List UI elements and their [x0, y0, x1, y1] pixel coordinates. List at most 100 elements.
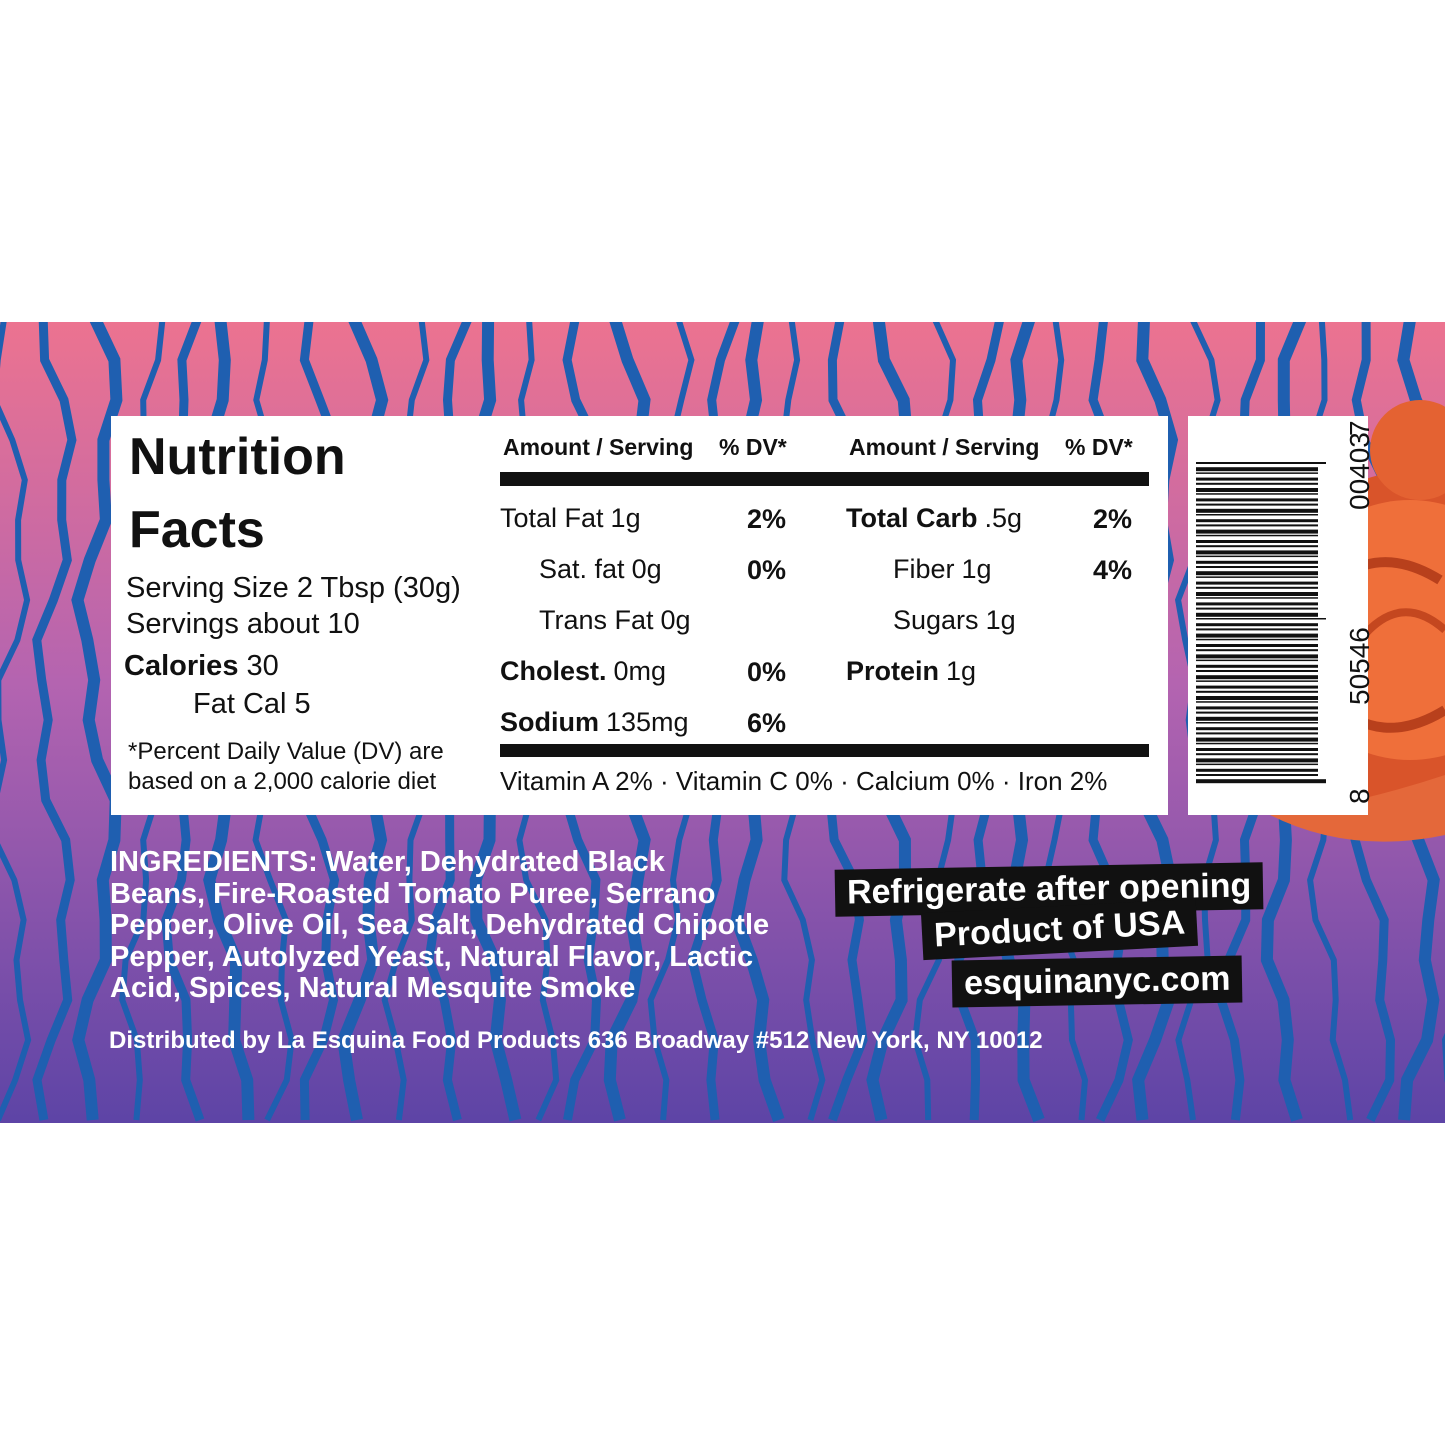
nutrient-dv: 2%: [1093, 503, 1133, 534]
barcode-bar: [1196, 716, 1318, 721]
nutrient-amount: 0mg: [613, 656, 667, 686]
nutrient-dv: 2%: [747, 503, 787, 534]
ingredients-line: Acid, Spices, Natural Mesquite Smoke: [110, 974, 635, 1003]
barcode-bar: [1196, 706, 1318, 710]
stripe: [0, 322, 32, 1122]
barcode-bar: [1196, 545, 1318, 548]
nutrient-amount: 1g: [985, 605, 1016, 635]
vitamins: Vitamin A 2% · Vitamin C 0% · Calcium 0%…: [500, 766, 1108, 796]
barcode-bar: [1196, 737, 1318, 742]
calories-label: Calories: [124, 650, 239, 682]
barcode-bar: [1196, 618, 1326, 620]
ingredients-text: Acid, Spices, Natural Mesquite Smoke: [110, 972, 636, 1004]
barcode-bar: [1196, 638, 1318, 641]
calories-value: 30: [246, 650, 279, 682]
barcode-bar: [1196, 488, 1318, 492]
barcode-bar: [1196, 550, 1318, 555]
nutrient-amount: 0g: [631, 554, 662, 584]
barcode-bar: [1196, 644, 1318, 647]
ingredients-text: Pepper, Autolyzed Yeast, Natural Flavor,…: [110, 940, 754, 973]
ingredients-text: Water, Dehydrated Black: [325, 846, 665, 878]
barcode-bar: [1196, 633, 1318, 638]
barcode-bar: [1196, 623, 1318, 627]
barcode-digits: 7: [1344, 420, 1375, 436]
barcode-bar: [1196, 670, 1318, 672]
barcode-bar: [1196, 779, 1326, 784]
barcode-box: [1188, 416, 1368, 815]
nutrient-amount: 1g: [946, 656, 977, 686]
nutrient-amount: 0g: [660, 605, 691, 635]
barcode-digits: 00403: [1344, 432, 1375, 510]
barcode-bar: [1196, 732, 1318, 735]
barcode-bar: [1196, 514, 1318, 516]
barcode-bar: [1196, 566, 1318, 568]
nutrient-row: Total Carb .5g: [846, 505, 1022, 532]
fat-calories: Fat Cal 5: [193, 687, 311, 720]
nutrient-dv: 4%: [1093, 554, 1133, 585]
nutrient-dv: 6%: [747, 707, 787, 738]
nutrient-name: Total Carb: [846, 503, 978, 533]
nutrient-name: Sodium: [500, 707, 599, 737]
ingredients-line: Beans, Fire-Roasted Tomato Puree, Serran…: [110, 877, 716, 910]
barcode-bar: [1196, 675, 1318, 680]
column-header: % DV*: [1065, 433, 1133, 460]
barcode: [1196, 462, 1326, 784]
barcode-bar: [1196, 664, 1318, 668]
ingredients-line: Pepper, Olive Oil, Sea Salt, Dehydrated …: [110, 911, 769, 940]
footnote: *Percent Daily Value (DV) are: [128, 738, 444, 765]
ingredients-line: Pepper, Autolyzed Yeast, Natural Flavor,…: [110, 940, 754, 973]
barcode-bar: [1196, 462, 1326, 464]
barcode-bar: [1196, 597, 1318, 599]
barcode-bar: [1196, 758, 1318, 763]
nutrient-row: Protein 1g: [846, 658, 976, 685]
barcode-bar: [1196, 607, 1318, 610]
barcode-digits: 50546: [1344, 627, 1375, 705]
nutrient-row: Cholest. 0mg: [500, 658, 666, 685]
footnote: based on a 2,000 calorie diet: [128, 768, 437, 795]
barcode-bar: [1196, 472, 1318, 474]
ingredients-text: Pepper, Olive Oil, Sea Salt, Dehydrated …: [110, 909, 770, 941]
barcode-bar: [1196, 482, 1318, 485]
nutrient-name: Total Fat: [500, 503, 604, 533]
nutrient-row: Fiber 1g: [893, 556, 992, 583]
barcode-bar: [1196, 628, 1318, 631]
barcode-bar: [1196, 467, 1318, 472]
column-header: Amount / Serving: [503, 433, 694, 460]
nutrient-name: Sat. fat: [539, 554, 625, 584]
nutrient-amount: 1g: [610, 503, 641, 533]
serving-size: Serving Size 2 Tbsp (30g): [126, 571, 461, 604]
rule: [500, 472, 1149, 486]
barcode-bar: [1196, 774, 1318, 776]
barcode-bar: [1196, 654, 1318, 659]
barcode-bar: [1196, 602, 1318, 606]
nutrient-row: Sodium 135mg: [500, 709, 689, 736]
nutrient-dv: 0%: [747, 656, 787, 687]
barcode-bar: [1196, 576, 1318, 578]
calories: Calories 30: [124, 652, 279, 681]
barcode-bar: [1196, 701, 1318, 703]
barcode-bar: [1196, 753, 1318, 756]
ingredients-text: Beans, Fire-Roasted Tomato Puree, Serran…: [110, 877, 716, 910]
nutrient-amount: 1g: [961, 554, 992, 584]
barcode-bar: [1196, 534, 1318, 537]
nutrient-row: Trans Fat 0g: [539, 607, 691, 634]
barcode-bar: [1196, 592, 1318, 596]
stripe: [71, 322, 123, 1121]
nutrient-name: Sugars: [893, 605, 979, 635]
barcode-bar: [1196, 711, 1318, 714]
barcode-bar: [1196, 571, 1318, 576]
barcode-bar: [1196, 529, 1318, 534]
barcode-bar: [1196, 649, 1318, 652]
barcode-bar: [1196, 524, 1318, 527]
barcode-bar: [1196, 498, 1318, 502]
barcode-bar: [1196, 519, 1318, 523]
barcode-bar: [1196, 477, 1318, 481]
stripe: [32, 322, 77, 1121]
nutrient-name: Fiber: [893, 554, 955, 584]
barcode-bar: [1196, 768, 1318, 772]
barcode-bar: [1196, 612, 1318, 617]
nutrient-dv: 0%: [747, 554, 787, 585]
distributor: Distributed by La Esquina Food Products …: [109, 1027, 1043, 1054]
barcode-bar: [1196, 581, 1318, 585]
barcode-bar: [1196, 586, 1318, 589]
